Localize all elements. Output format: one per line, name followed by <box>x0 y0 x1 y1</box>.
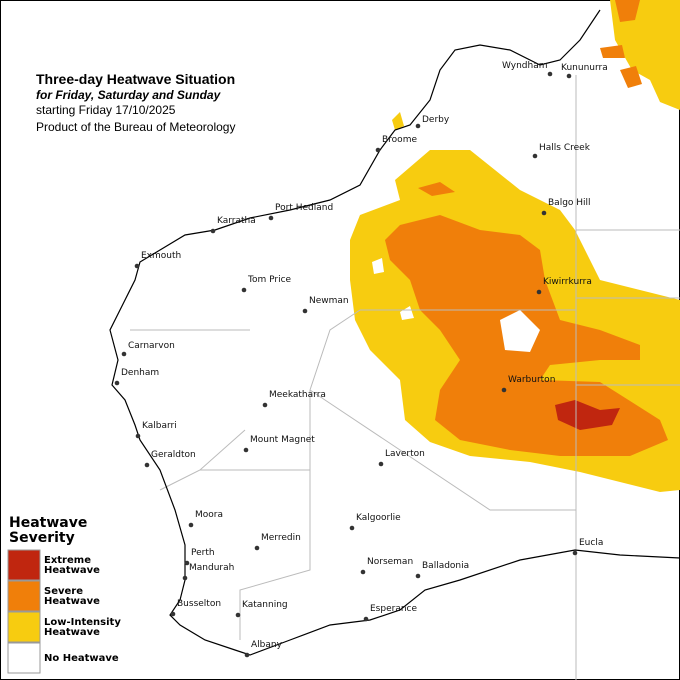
legend-title: Heatwave <box>9 515 87 531</box>
town-label: Albany <box>251 640 283 650</box>
town-marker <box>243 447 249 453</box>
town-marker <box>501 387 507 393</box>
town-marker <box>532 153 538 159</box>
legend-label: Heatwave <box>44 596 100 607</box>
legend-label: Heatwave <box>44 565 100 576</box>
date: starting Friday 17/10/2025 <box>36 103 176 117</box>
town-label: Geraldton <box>151 450 196 460</box>
town-marker <box>415 573 421 579</box>
town-label: Kalgoorlie <box>356 513 401 523</box>
town-marker <box>241 287 247 293</box>
legend-label: Heatwave <box>44 627 100 638</box>
town-label: Merredin <box>261 533 301 543</box>
product: Product of the Bureau of Meteorology <box>36 120 235 134</box>
severe-area <box>600 0 642 88</box>
legend-swatch <box>7 611 41 643</box>
town-label: Karratha <box>217 216 256 226</box>
town-marker <box>360 569 366 575</box>
town-label: Perth <box>191 548 215 558</box>
legend-label: Extreme <box>44 555 91 566</box>
town-label: Katanning <box>242 600 288 610</box>
town-label: Laverton <box>385 449 425 459</box>
legend-title: Severity <box>9 530 75 546</box>
town-marker <box>114 380 120 386</box>
town-marker <box>135 433 141 439</box>
town-marker <box>415 123 421 129</box>
town-marker <box>375 147 381 153</box>
subtitle: for Friday, Saturday and Sunday <box>36 88 222 102</box>
legend-label: No Heatwave <box>44 653 119 664</box>
town-label: Eucla <box>579 538 603 548</box>
town-marker <box>235 612 241 618</box>
title: Three-day Heatwave Situation <box>36 71 235 87</box>
town-marker <box>572 550 578 556</box>
town-label: Tom Price <box>247 275 292 285</box>
town-label: Newman <box>309 296 349 306</box>
town-label: Moora <box>195 510 223 520</box>
legend-label: Severe <box>44 586 83 597</box>
coastline <box>109 9 680 656</box>
town-marker <box>121 351 127 357</box>
town-label: Busselton <box>177 599 221 609</box>
town-marker <box>144 462 150 468</box>
town-label: Mount Magnet <box>250 435 315 445</box>
town-marker <box>536 289 542 295</box>
town-marker <box>170 611 176 617</box>
low-intensity-area <box>610 0 680 110</box>
town-label: Norseman <box>367 557 413 567</box>
severe-area <box>418 182 455 196</box>
town-marker <box>547 71 553 77</box>
town-label: Mandurah <box>189 563 234 573</box>
heatwave-areas <box>350 0 680 492</box>
town-label: Derby <box>422 115 450 125</box>
town-marker <box>378 461 384 467</box>
town-marker <box>188 522 194 528</box>
legend-swatch <box>7 549 41 581</box>
low-intensity-area <box>392 112 404 130</box>
town-marker <box>262 402 268 408</box>
header: Three-day Heatwave Situation for Friday,… <box>36 71 235 134</box>
town-marker <box>210 228 216 234</box>
town-marker <box>363 616 369 622</box>
town-marker <box>541 210 547 216</box>
legend-swatch <box>7 642 41 674</box>
town-marker <box>268 215 274 221</box>
town-marker <box>244 652 250 658</box>
town-marker <box>566 73 572 79</box>
town-label: Port Hedland <box>275 203 333 213</box>
town-marker <box>184 560 190 566</box>
town-label: Balgo Hill <box>548 198 591 208</box>
town-label: Broome <box>382 135 417 145</box>
town-label: Exmouth <box>141 251 181 261</box>
town-label: Wyndham <box>502 61 547 71</box>
town-label: Balladonia <box>422 561 469 571</box>
town-marker <box>134 263 140 269</box>
town-label: Kununurra <box>561 63 608 73</box>
town-label: Kalbarri <box>142 421 177 431</box>
town-label: Warburton <box>508 375 555 385</box>
town-label: Carnarvon <box>128 341 175 351</box>
town-label: Halls Creek <box>539 143 591 153</box>
town-marker <box>302 308 308 314</box>
town-label: Kiwirrkurra <box>543 277 592 287</box>
town-label: Meekatharra <box>269 390 326 400</box>
town-marker <box>182 575 188 581</box>
legend-swatch <box>7 580 41 612</box>
extreme-area <box>555 400 620 430</box>
town-marker <box>349 525 355 531</box>
legend-label: Low-Intensity <box>44 617 121 628</box>
towns: Wyndham Kununurra Derby Broome Halls Creek Ba… <box>114 61 608 658</box>
town-marker <box>254 545 260 551</box>
borders <box>130 75 680 680</box>
town-label: Esperance <box>370 604 417 614</box>
no-heatwave-gap <box>372 258 540 352</box>
town-label: Denham <box>121 368 159 378</box>
region-border <box>130 229 680 640</box>
legend: HeatwaveSeverityExtremeHeatwaveSevereHea… <box>7 515 121 674</box>
